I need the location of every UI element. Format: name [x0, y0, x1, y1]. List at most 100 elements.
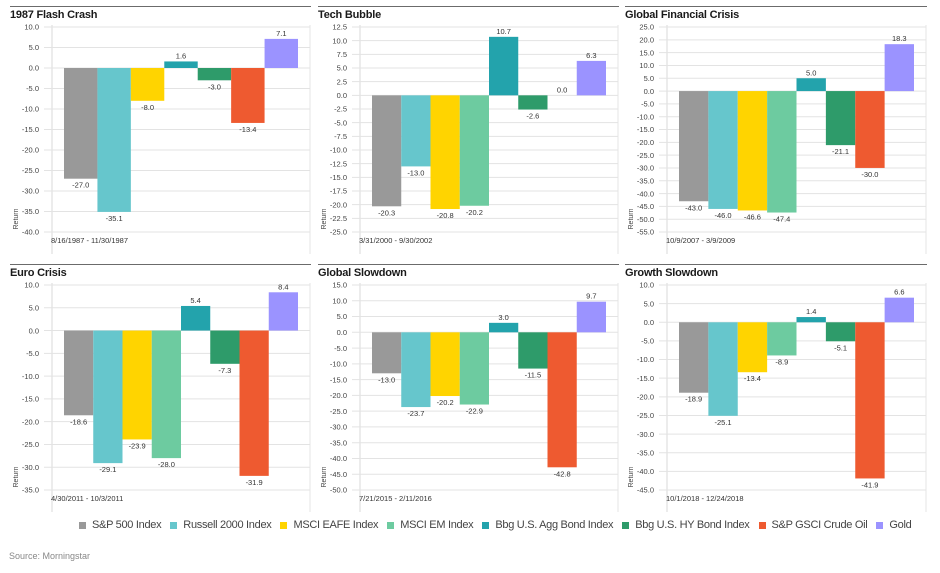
data-label-s-p-gsci-crude-oil: -13.4 — [239, 125, 256, 134]
chart-panel-euro-crisis: Euro Crisis 10.0 5.0 0.0 -5.0 -10.0 -15.0 -20.… — [10, 264, 311, 514]
data-label-russell-2000-index: -13.0 — [407, 168, 424, 177]
legend-swatch — [79, 521, 86, 529]
y-tick-label: 0.0 — [29, 326, 39, 335]
bar-russell-2000-index — [93, 330, 123, 464]
data-label-russell-2000-index: -23.7 — [407, 409, 424, 418]
y-tick-label: -30.0 — [22, 463, 39, 472]
bar-chart-1987-flash-crash: 10.0 5.0 0.0 -5.0 -10.0 -15.0 -20.0 -25.0 -30.0 -… — [13, 23, 311, 254]
y-tick-label: 5.0 — [644, 299, 654, 308]
data-label-s-p-500-index: -13.0 — [378, 375, 395, 384]
legend-swatch — [387, 521, 395, 529]
bar-gold — [884, 297, 914, 323]
y-tick-label: -12.5 — [330, 159, 347, 168]
panel-top-rule — [10, 264, 311, 265]
bar-chart-global-slowdown: 15.0 10.0 5.0 0.0 -5.0 -10.0 -15.0 -20.0 -25.0 -3… — [321, 281, 619, 512]
data-label-bbg-u-s-hy-bond-index: -2.6 — [526, 112, 539, 121]
y-tick-label: 25.0 — [639, 23, 654, 32]
date-range-label: 3/31/2000 - 9/30/2002 — [359, 236, 432, 245]
bar-gold — [576, 60, 606, 96]
y-tick-label: 0.0 — [337, 328, 347, 337]
legend-label: Gold — [889, 519, 912, 531]
bar-msci-em-index — [151, 330, 181, 459]
bar-msci-em-index — [459, 332, 489, 405]
bar-russell-2000-index — [401, 332, 431, 408]
chart-panel-1987-flash-crash: 1987 Flash Crash 10.0 5.0 0.0 -5.0 -10.0 -15.… — [10, 6, 311, 256]
y-tick-label: -30.0 — [637, 430, 654, 439]
y-tick-label: 5.0 — [29, 43, 39, 52]
legend-label: MSCI EM Index — [400, 519, 474, 531]
y-tick-label: -45.0 — [637, 486, 654, 495]
y-tick-label: -20.0 — [22, 146, 39, 155]
y-tick-label: 5.0 — [644, 74, 654, 83]
y-tick-label: 2.5 — [337, 77, 347, 86]
y-tick-label: 7.5 — [337, 50, 347, 59]
bar-bbg-u-s-hy-bond-index — [197, 68, 232, 81]
legend-label: Russell 2000 Index — [183, 519, 272, 531]
chart-title: Global Slowdown — [318, 267, 407, 279]
legend-item-russell-2000: Russell 2000 Index — [170, 519, 272, 531]
chart-title: Tech Bubble — [318, 9, 381, 21]
bar-msci-eafe-index — [737, 91, 768, 211]
bar-msci-em-index — [459, 95, 489, 206]
legend-swatch — [280, 521, 288, 529]
bar-russell-2000-index — [401, 95, 431, 167]
data-label-gold: 6.6 — [894, 288, 904, 297]
y-tick-label: 10.0 — [639, 281, 654, 290]
legend-item-sp500: S&P 500 Index — [79, 519, 162, 531]
bar-msci-em-index — [767, 322, 797, 356]
data-label-bbg-u-s-hy-bond-index: -7.3 — [218, 366, 231, 375]
bar-s-p-gsci-crude-oil — [231, 68, 265, 123]
data-label-msci-eafe-index: -13.4 — [744, 374, 761, 383]
y-tick-label: -5.0 — [334, 344, 347, 353]
bar-gold — [576, 301, 606, 333]
y-tick-label: -25.0 — [330, 228, 347, 237]
legend-item-msci-em: MSCI EM Index — [387, 519, 474, 531]
data-label-gold: 9.7 — [586, 292, 596, 301]
y-tick-label: -35.0 — [22, 486, 39, 495]
data-label-gold: 6.3 — [586, 51, 596, 60]
y-tick-label: -40.0 — [637, 189, 654, 198]
y-tick-label: -20.0 — [330, 200, 347, 209]
data-label-msci-em-index: -28.0 — [158, 460, 175, 469]
y-tick-label: -15.0 — [22, 395, 39, 404]
data-label-s-p-500-index: -43.0 — [685, 203, 702, 212]
y-tick-label: -22.5 — [330, 214, 347, 223]
date-range-label: 8/16/1987 - 11/30/1987 — [51, 236, 128, 245]
y-tick-label: -50.0 — [330, 486, 347, 495]
legend-swatch — [758, 521, 766, 529]
bar-s-p-gsci-crude-oil — [239, 330, 269, 476]
y-tick-label: -25.0 — [330, 407, 347, 416]
legend-swatch — [170, 521, 178, 529]
bar-msci-eafe-index — [430, 95, 460, 210]
y-tick-label: -15.0 — [330, 375, 347, 384]
data-label-s-p-gsci-crude-oil: -30.0 — [861, 170, 878, 179]
y-tick-label: -17.5 — [330, 187, 347, 196]
data-label-s-p-gsci-crude-oil: 0.0 — [557, 85, 567, 94]
bar-bbg-u-s-hy-bond-index — [518, 95, 548, 110]
chart-title: 1987 Flash Crash — [10, 9, 98, 21]
data-label-s-p-500-index: -27.0 — [72, 181, 89, 190]
bar-bbg-u-s-hy-bond-index — [825, 91, 856, 146]
y-tick-label: -20.0 — [22, 417, 39, 426]
y-tick-label: -15.0 — [637, 125, 654, 134]
y-tick-label: -55.0 — [637, 228, 654, 237]
bar-gold — [884, 44, 914, 92]
chart-title: Growth Slowdown — [625, 267, 718, 279]
y-axis-title: Return — [13, 208, 20, 229]
y-tick-label: -30.0 — [22, 187, 39, 196]
y-tick-label: 10.0 — [332, 36, 347, 45]
bar-s-p-500-index — [679, 322, 709, 393]
y-axis-title: Return — [13, 466, 20, 487]
bar-s-p-500-index — [679, 91, 709, 202]
data-label-msci-eafe-index: -8.0 — [141, 103, 154, 112]
y-tick-label: -45.0 — [637, 202, 654, 211]
y-tick-label: -35.0 — [22, 207, 39, 216]
data-label-bbg-u-s-hy-bond-index: -5.1 — [834, 343, 847, 352]
legend-item-bbg-agg-bond: Bbg U.S. Agg Bond Index — [482, 519, 614, 531]
data-label-s-p-500-index: -18.6 — [70, 417, 87, 426]
data-label-s-p-gsci-crude-oil: -42.8 — [554, 469, 571, 478]
bar-s-p-500-index — [372, 95, 402, 207]
bar-s-p-gsci-crude-oil — [547, 332, 577, 468]
bar-msci-eafe-index — [122, 330, 152, 440]
bar-bbg-u-s-agg-bond-index — [489, 322, 519, 333]
